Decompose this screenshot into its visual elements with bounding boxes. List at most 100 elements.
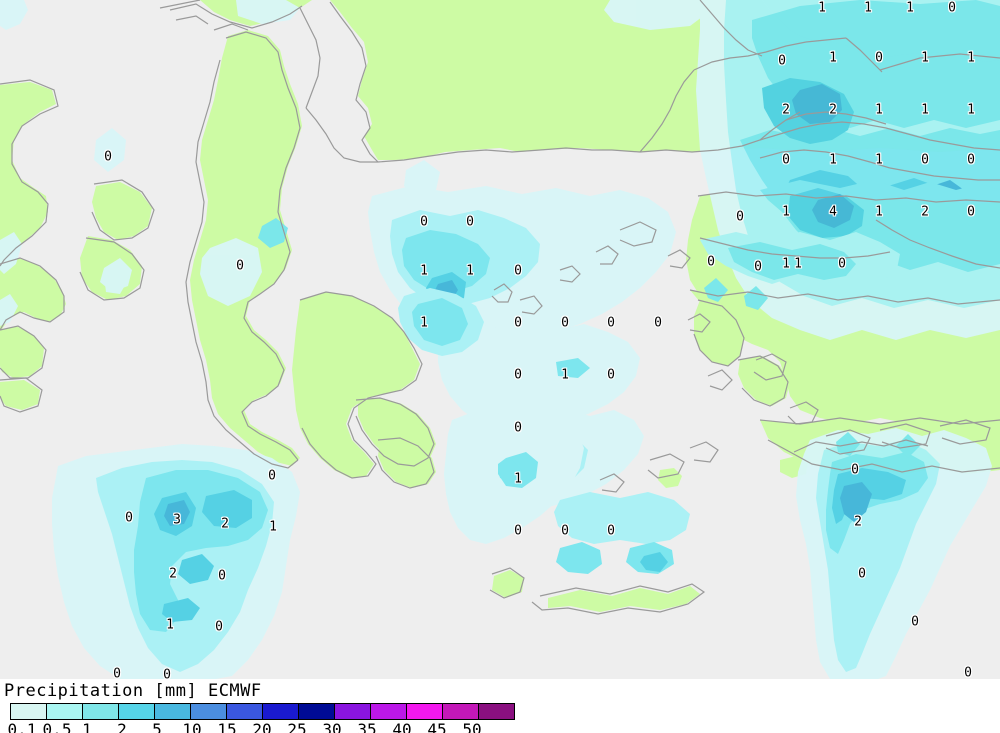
precip-patch-top2 bbox=[604, 0, 706, 30]
precip-patch-left3 bbox=[0, 294, 18, 326]
legend-tick-1: 1 bbox=[82, 720, 92, 733]
precip-value-label: 3 bbox=[173, 512, 181, 528]
precip-value-label: 1 bbox=[921, 102, 929, 118]
precip-value-label: 1 bbox=[829, 50, 837, 66]
precip-value-label: 2 bbox=[854, 514, 862, 530]
legend-tick-45: 45 bbox=[427, 720, 447, 733]
precip-area-crete-b1b bbox=[556, 542, 602, 574]
precip-value-label: 1 bbox=[967, 50, 975, 66]
precip-area-ionian-b2c bbox=[178, 554, 214, 584]
precip-value-label: 0 bbox=[948, 0, 956, 16]
legend-tick-5: 5 bbox=[152, 720, 162, 733]
precip-value-label: 2 bbox=[782, 102, 790, 118]
legend-swatch-0.5 bbox=[46, 704, 82, 719]
precip-value-label: 1 bbox=[166, 617, 174, 633]
precip-value-label: 2 bbox=[221, 516, 229, 532]
legend-swatch-5 bbox=[154, 704, 190, 719]
legend-tick-15: 15 bbox=[217, 720, 237, 733]
precip-value-label: 0 bbox=[218, 568, 226, 584]
legend-swatch-45 bbox=[442, 704, 478, 719]
precip-area-seturkey-b5 bbox=[840, 482, 872, 522]
precip-value-label: 1 bbox=[466, 263, 474, 279]
precip-value-label: 2 bbox=[921, 204, 929, 220]
precip-value-label: 1 bbox=[782, 256, 790, 272]
precip-area-crete-b05 bbox=[554, 492, 690, 544]
legend-swatch-1 bbox=[82, 704, 118, 719]
precip-value-label: 0 bbox=[607, 315, 615, 331]
legend-tick-10: 10 bbox=[182, 720, 202, 733]
legend-title: Precipitation [mm] ECMWF bbox=[4, 681, 262, 701]
precip-value-label: 0 bbox=[851, 462, 859, 478]
precip-value-label: 0 bbox=[967, 152, 975, 168]
precip-patch-adria2 bbox=[258, 218, 288, 248]
precip-value-label: 0 bbox=[736, 209, 744, 225]
precip-value-label: 1 bbox=[420, 315, 428, 331]
legend-swatch-2 bbox=[118, 704, 154, 719]
precip-patch-balk2 bbox=[410, 168, 428, 190]
precip-patch-adria1 bbox=[200, 238, 262, 306]
precip-value-label: 0 bbox=[561, 315, 569, 331]
precip-value-label: 0 bbox=[875, 50, 883, 66]
precip-area-aegean-b1 bbox=[402, 230, 490, 292]
precip-area-ionian-b5 bbox=[164, 500, 190, 526]
legend-tick-40: 40 bbox=[392, 720, 412, 733]
precip-area-ionian-b2d bbox=[162, 598, 200, 622]
precip-value-label: 0 bbox=[104, 149, 112, 165]
legend-tick-20: 20 bbox=[252, 720, 272, 733]
legend-swatch-35 bbox=[370, 704, 406, 719]
precip-value-label: 1 bbox=[420, 263, 428, 279]
precip-value-label: 0 bbox=[607, 523, 615, 539]
legend-color-bar bbox=[10, 703, 515, 720]
precip-value-label: 0 bbox=[561, 523, 569, 539]
legend-swatch-15 bbox=[226, 704, 262, 719]
precip-area-aegean2-b01 bbox=[438, 322, 640, 432]
precip-value-label: 0 bbox=[514, 263, 522, 279]
precip-value-label: 1 bbox=[967, 102, 975, 118]
precip-value-label: 0 bbox=[607, 367, 615, 383]
precip-value-label: 1 bbox=[864, 0, 872, 16]
precip-value-label: 1 bbox=[561, 367, 569, 383]
precip-patch-top1 bbox=[236, 0, 300, 24]
precip-area-central-b1 bbox=[412, 298, 468, 346]
precip-value-label: 1 bbox=[269, 519, 277, 535]
legend-footer: Precipitation [mm] ECMWF 0.1 0.5 1 2 5 10 15 20… bbox=[0, 679, 1000, 733]
precip-value-label: 0 bbox=[921, 152, 929, 168]
precip-value-label: 2 bbox=[169, 566, 177, 582]
map-canvas bbox=[0, 0, 1000, 679]
legend-swatch-40 bbox=[406, 704, 442, 719]
coastline-layer bbox=[0, 0, 1000, 615]
precip-area-seturkey-diamond bbox=[896, 434, 920, 458]
precip-value-label: 0 bbox=[420, 214, 428, 230]
precip-value-label: 0 bbox=[514, 367, 522, 383]
legend-swatch-30 bbox=[334, 704, 370, 719]
precip-value-label: 0 bbox=[754, 259, 762, 275]
precip-value-label: 0 bbox=[163, 667, 171, 680]
precip-value-label: 0 bbox=[778, 53, 786, 69]
precip-value-label: 0 bbox=[707, 254, 715, 270]
legend-swatch-10 bbox=[190, 704, 226, 719]
precip-patch-isl5 bbox=[556, 358, 590, 378]
legend-tick-25: 25 bbox=[287, 720, 307, 733]
legend-tick-labels: 0.1 0.5 1 2 5 10 15 20 25 30 35 40 45 50 bbox=[0, 720, 520, 733]
precip-value-label: 0 bbox=[215, 619, 223, 635]
precip-value-label: 1 bbox=[875, 204, 883, 220]
legend-tick-35: 35 bbox=[357, 720, 377, 733]
precip-value-label: 0 bbox=[967, 204, 975, 220]
precip-patch-sicily bbox=[104, 268, 128, 294]
precip-value-label: 1 bbox=[875, 152, 883, 168]
precip-value-label: 1 bbox=[782, 204, 790, 220]
legend-swatch-0.1 bbox=[11, 704, 46, 719]
precip-value-label: 0 bbox=[466, 214, 474, 230]
precip-area-crete-b2c bbox=[640, 552, 668, 572]
legend-tick-50: 50 bbox=[462, 720, 482, 733]
precip-value-label: 1 bbox=[794, 256, 802, 272]
precip-value-label: 1 bbox=[829, 152, 837, 168]
legend-tick-0.1: 0.1 bbox=[7, 720, 37, 733]
precip-value-label: 0 bbox=[782, 152, 790, 168]
precip-value-label: 0 bbox=[268, 468, 276, 484]
precip-value-label: 1 bbox=[818, 0, 826, 16]
legend-swatch-20 bbox=[262, 704, 298, 719]
precip-value-label: 0 bbox=[514, 523, 522, 539]
